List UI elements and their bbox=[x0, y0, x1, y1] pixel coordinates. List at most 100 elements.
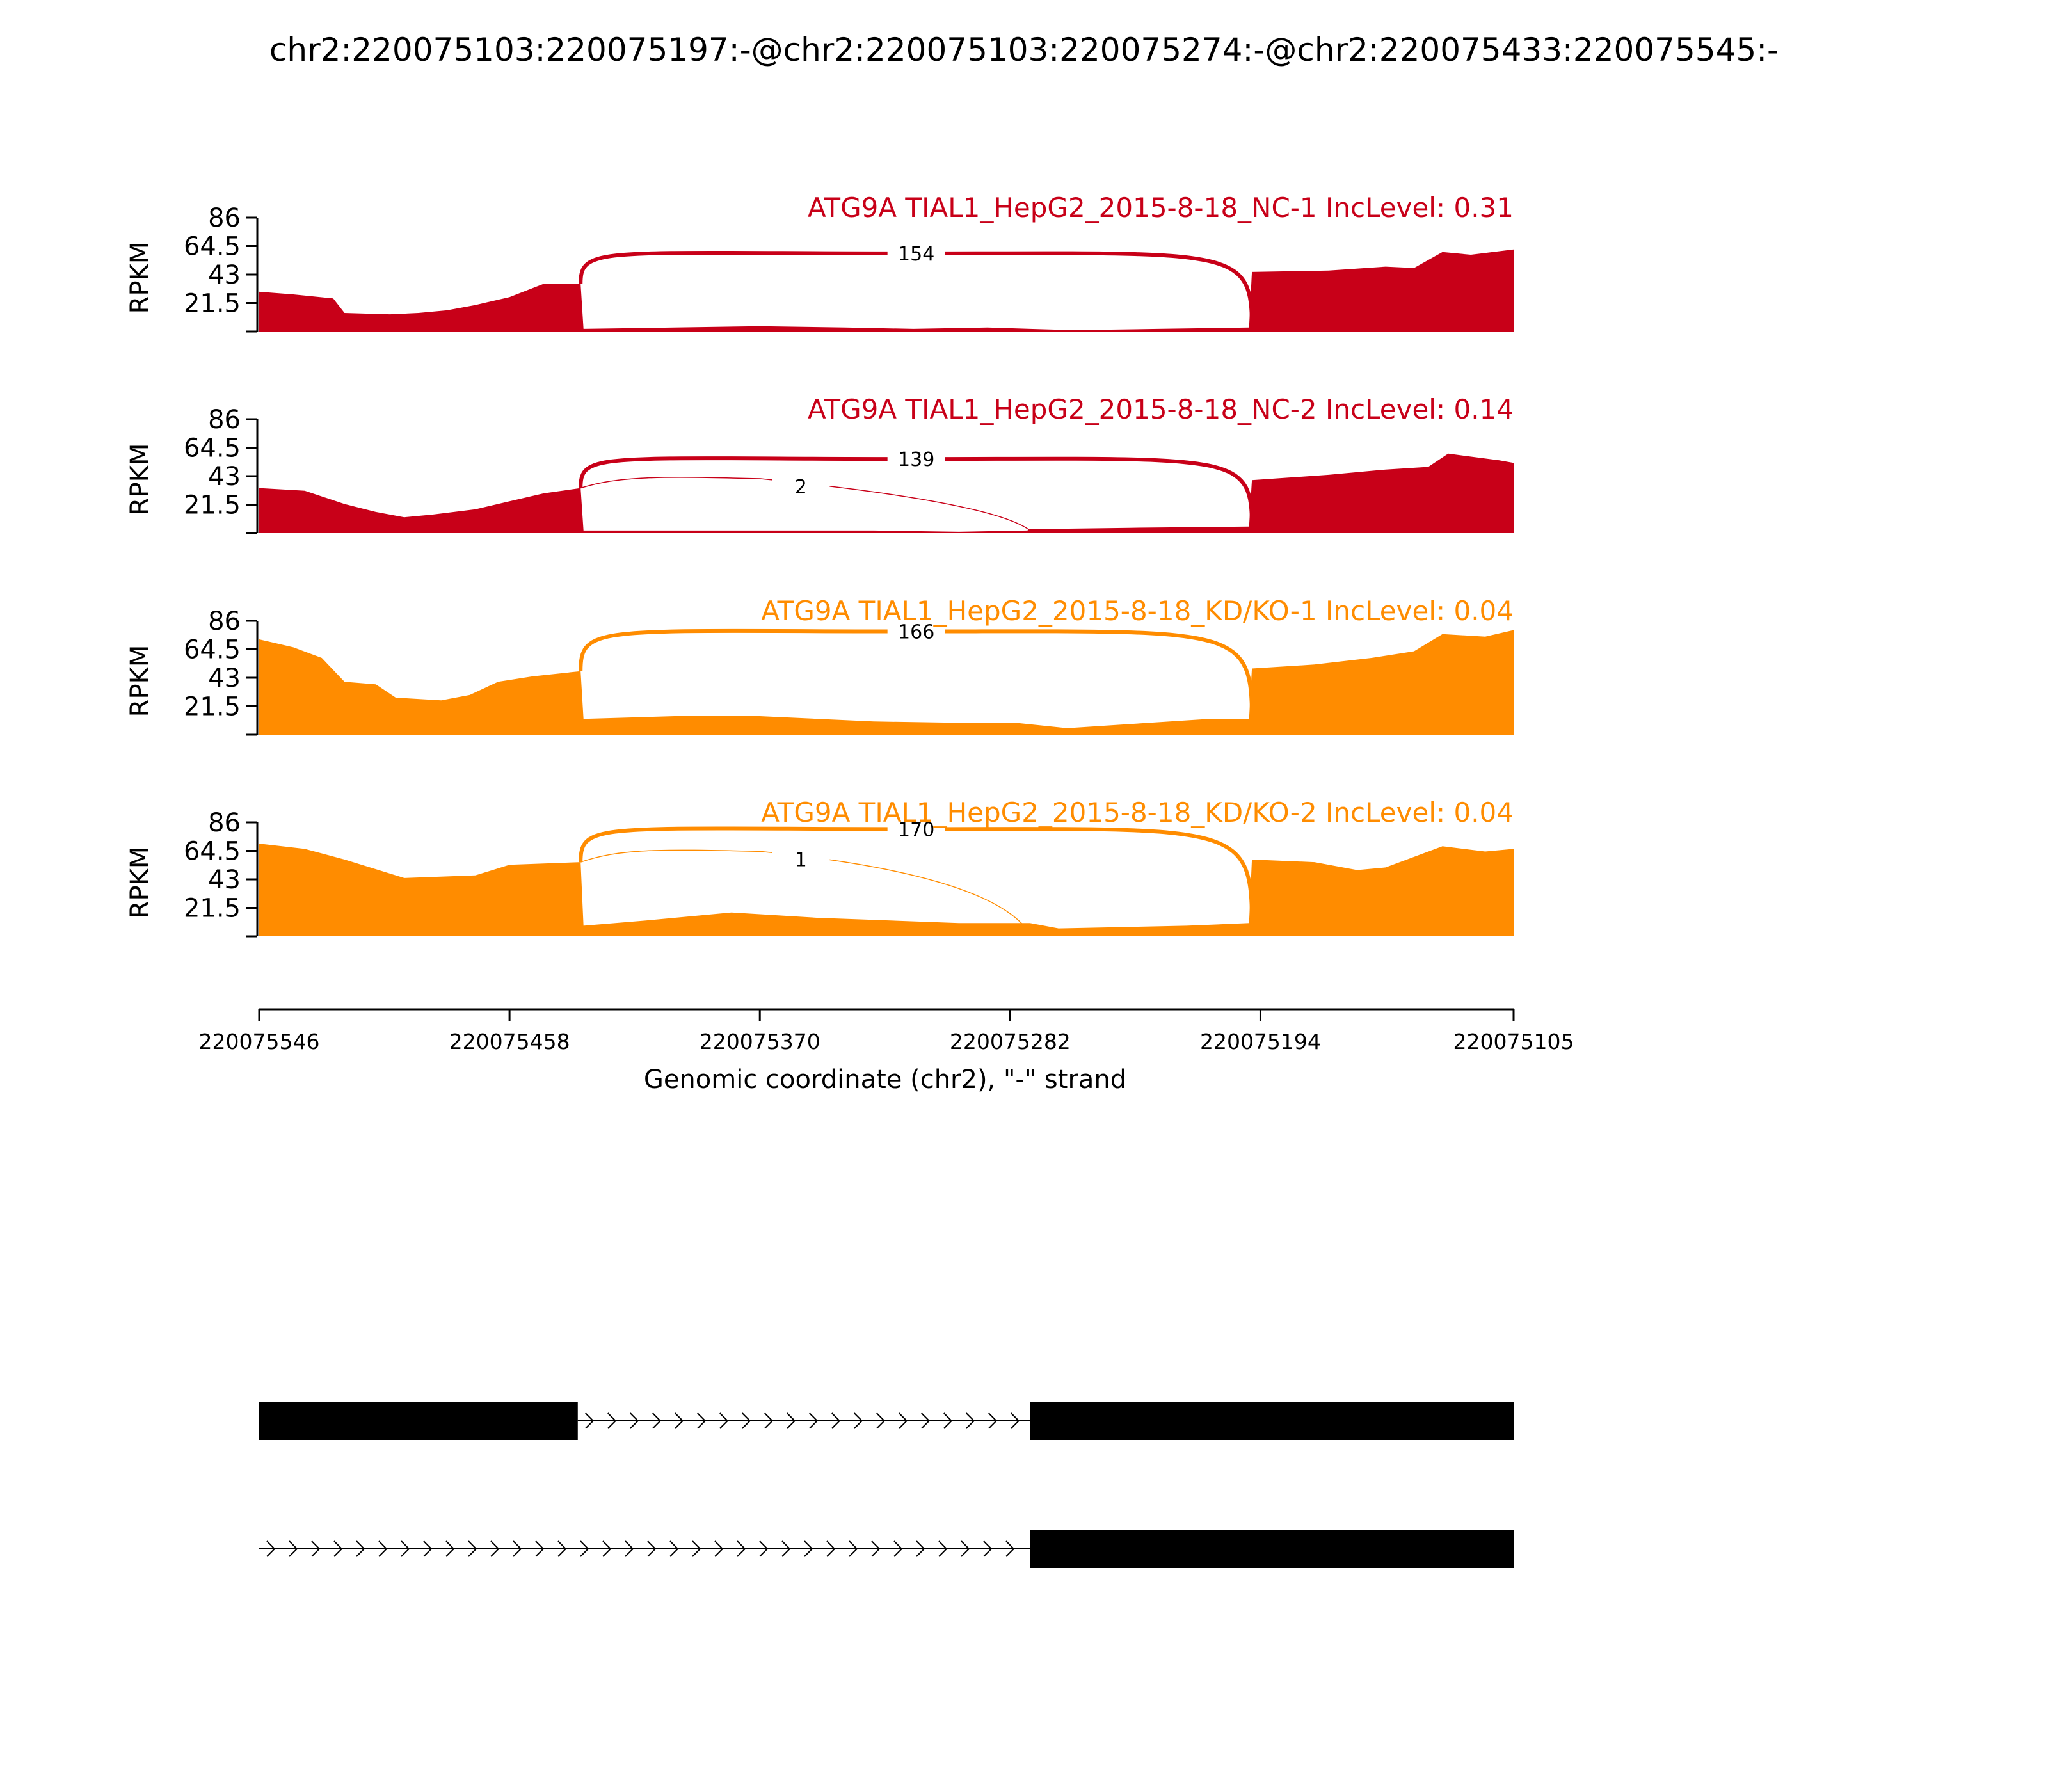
y-axis-label: RPKM bbox=[125, 444, 155, 516]
strand-chevron bbox=[781, 1540, 791, 1557]
strand-chevron bbox=[899, 1412, 908, 1429]
strand-chevron bbox=[378, 1540, 388, 1557]
exon-block bbox=[259, 1402, 578, 1440]
junction-label-bg bbox=[887, 449, 945, 470]
isoform bbox=[259, 1402, 1514, 1440]
strand-chevron bbox=[652, 1412, 662, 1429]
strand-chevron bbox=[742, 1412, 751, 1429]
strand-chevron bbox=[468, 1540, 477, 1557]
strand-chevron bbox=[966, 1412, 975, 1429]
strand-chevron bbox=[423, 1540, 433, 1557]
x-axis-label: Genomic coordinate (chr2), "-" strand bbox=[644, 1065, 1126, 1094]
y-tick-label: 43 bbox=[208, 462, 241, 492]
strand-chevron bbox=[607, 1412, 617, 1429]
strand-chevron bbox=[580, 1540, 589, 1557]
junction-count: 139 bbox=[898, 449, 934, 471]
strand-chevron bbox=[943, 1412, 953, 1429]
strand-chevron bbox=[266, 1540, 276, 1557]
strand-chevron bbox=[893, 1540, 903, 1557]
strand-chevron bbox=[669, 1540, 679, 1557]
strand-chevron bbox=[1005, 1540, 1015, 1557]
strand-chevron bbox=[692, 1540, 701, 1557]
y-tick-label: 43 bbox=[208, 664, 241, 693]
strand-chevron bbox=[849, 1540, 858, 1557]
coverage-area bbox=[259, 453, 1514, 533]
x-tick-label: 220075282 bbox=[950, 1029, 1071, 1054]
sample-label: ATG9A TIAL1_HepG2_2015-8-18_KD/KO-2 IncL… bbox=[761, 797, 1514, 828]
strand-chevron bbox=[333, 1540, 343, 1557]
x-axis: 220075546 220075458 220075370 220075282 2200… bbox=[199, 1008, 1574, 1054]
strand-chevron bbox=[719, 1412, 729, 1429]
y-tick-label: 21.5 bbox=[184, 692, 241, 722]
coverage-area bbox=[259, 844, 1514, 936]
strand-chevron bbox=[1011, 1412, 1020, 1429]
y-tick-label: 86 bbox=[208, 405, 241, 435]
junction-count: 166 bbox=[898, 621, 934, 644]
strand-chevron bbox=[625, 1540, 634, 1557]
y-tick-label: 86 bbox=[208, 204, 241, 233]
y-tick-label: 86 bbox=[208, 607, 241, 636]
coverage-area bbox=[259, 630, 1514, 735]
strand-chevron bbox=[557, 1540, 567, 1557]
strand-chevron bbox=[602, 1540, 612, 1557]
sample-label: ATG9A TIAL1_HepG2_2015-8-18_KD/KO-1 IncL… bbox=[761, 595, 1514, 627]
y-tick-label: 43 bbox=[208, 260, 241, 290]
y-tick-label: 64.5 bbox=[184, 434, 241, 463]
strand-chevron bbox=[585, 1412, 595, 1429]
junction-label-bg bbox=[772, 476, 830, 497]
strand-chevron bbox=[916, 1540, 925, 1557]
junction-label-bg bbox=[887, 621, 945, 642]
y-tick-label: 43 bbox=[208, 865, 241, 895]
y-tick-label: 64.5 bbox=[184, 636, 241, 665]
x-tick-label: 220075105 bbox=[1453, 1029, 1574, 1054]
strand-chevron bbox=[831, 1412, 841, 1429]
strand-chevron bbox=[876, 1412, 886, 1429]
y-tick-label: 21.5 bbox=[184, 894, 241, 924]
junction-count: 1 bbox=[795, 849, 807, 871]
strand-chevron bbox=[988, 1412, 998, 1429]
strand-chevron bbox=[826, 1540, 836, 1557]
x-tick-label: 220075546 bbox=[199, 1029, 320, 1054]
x-tick-label: 220075458 bbox=[449, 1029, 570, 1054]
junction-count: 154 bbox=[898, 243, 934, 266]
strand-chevron bbox=[871, 1540, 881, 1557]
strand-chevron bbox=[737, 1540, 746, 1557]
strand-chevron bbox=[535, 1540, 545, 1557]
y-tick-label: 64.5 bbox=[184, 837, 241, 867]
strand-chevron bbox=[787, 1412, 796, 1429]
strand-chevron bbox=[697, 1412, 707, 1429]
junction-label-bg bbox=[887, 243, 945, 264]
strand-chevron bbox=[938, 1540, 948, 1557]
x-tick-label: 220075194 bbox=[1200, 1029, 1321, 1054]
y-axis-label: RPKM bbox=[125, 242, 155, 314]
strand-chevron bbox=[675, 1412, 684, 1429]
y-axis-label: RPKM bbox=[125, 847, 155, 919]
x-tick-label: 220075370 bbox=[700, 1029, 820, 1054]
y-tick-label: 21.5 bbox=[184, 289, 241, 319]
strand-chevron bbox=[714, 1540, 724, 1557]
sample-label: ATG9A TIAL1_HepG2_2015-8-18_NC-1 IncLeve… bbox=[808, 192, 1514, 223]
strand-chevron bbox=[759, 1540, 769, 1557]
isoform-track bbox=[259, 1402, 1514, 1568]
strand-chevron bbox=[647, 1540, 657, 1557]
strand-chevron bbox=[513, 1540, 522, 1557]
strand-chevron bbox=[490, 1540, 500, 1557]
strand-chevron bbox=[961, 1540, 970, 1557]
strand-chevron bbox=[356, 1540, 365, 1557]
strand-chevron bbox=[289, 1540, 298, 1557]
junction-label-bg bbox=[772, 849, 830, 870]
strand-chevron bbox=[854, 1412, 863, 1429]
sample-label: ATG9A TIAL1_HepG2_2015-8-18_NC-2 IncLeve… bbox=[808, 394, 1514, 425]
chart-title: chr2:220075103:220075197:-@chr2:22007510… bbox=[269, 31, 1779, 68]
strand-chevron bbox=[401, 1540, 410, 1557]
junction-count: 170 bbox=[898, 819, 934, 841]
isoform bbox=[259, 1530, 1514, 1568]
y-tick-label: 86 bbox=[208, 808, 241, 838]
strand-chevron bbox=[809, 1412, 819, 1429]
junction-label-bg bbox=[887, 819, 945, 840]
